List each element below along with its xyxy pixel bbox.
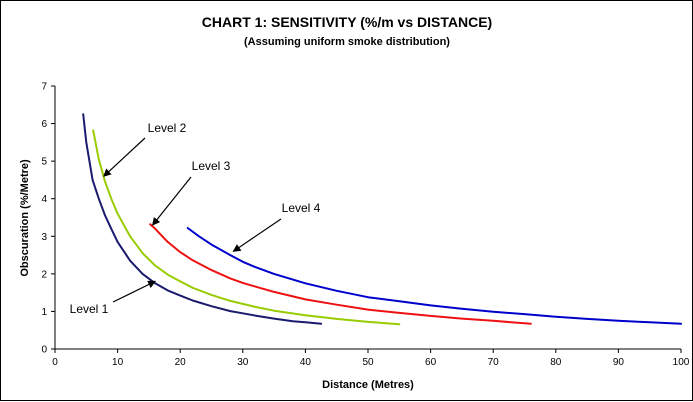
series-line-level-1 [82,113,323,325]
x-tick-label: 50 [362,357,374,368]
y-tick-label: 3 [41,232,47,243]
y-tick-label: 1 [41,307,47,318]
x-axis-label: Distance (Metres) [322,379,414,391]
y-axis-label: Obscuration (%/Metre) [19,159,31,277]
x-tick-label: 30 [237,357,249,368]
x-tick-label: 40 [300,357,312,368]
y-tick-label: 4 [41,194,47,205]
x-tick-label: 90 [613,357,625,368]
annotation-label-level-1: Level 1 [70,302,109,316]
x-tick-label: 0 [52,357,58,368]
annotation-arrow-level-1 [112,280,157,303]
y-tick-label: 7 [41,82,47,93]
annotation-arrow-level-3 [152,176,192,226]
x-tick-label: 70 [488,357,500,368]
x-tick-label: 60 [425,357,437,368]
annotation-label-level-3: Level 3 [192,159,231,173]
series-line-level-2 [92,129,401,326]
annotation-arrow-level-4 [232,218,282,252]
y-tick-label: 2 [41,269,47,280]
annotation-label-level-4: Level 4 [282,201,321,215]
y-tick-label: 5 [41,157,47,168]
y-tick-label: 0 [41,345,47,356]
chart-subtitle: (Assuming uniform smoke distribution) [244,36,450,48]
x-tick-label: 100 [673,357,690,368]
chart-title: CHART 1: SENSITIVITY (%/m vs DISTANCE) [202,14,492,30]
annotation-label-level-2: Level 2 [148,121,187,135]
annotation-arrow-level-2 [103,137,146,177]
series-line-level-3 [149,223,532,325]
x-tick-label: 20 [175,357,187,368]
x-tick-label: 10 [112,357,124,368]
y-tick-label: 6 [41,119,47,130]
series-line-level-4 [186,227,682,325]
x-tick-label: 80 [550,357,562,368]
